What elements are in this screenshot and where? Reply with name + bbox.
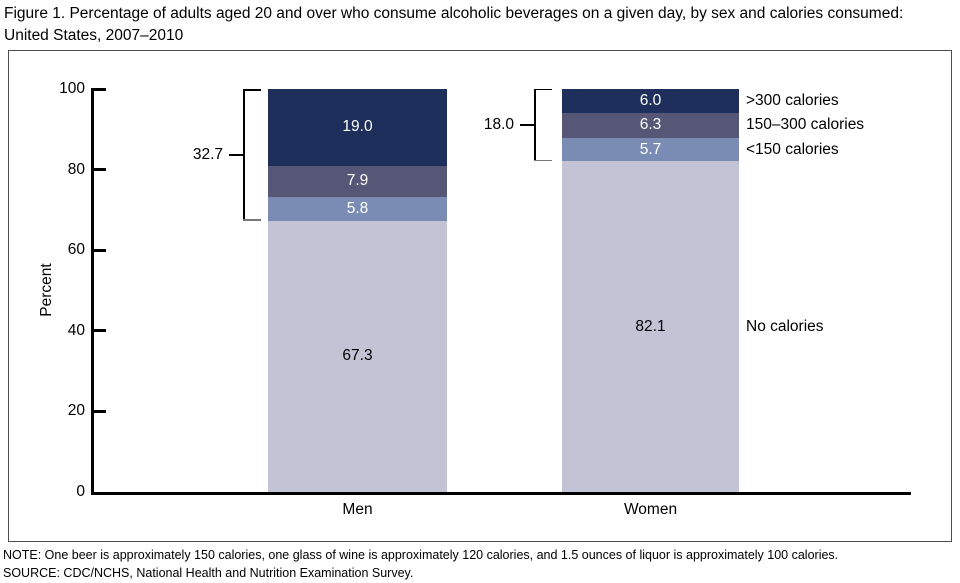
segment-value-label: 6.0	[639, 91, 662, 109]
segment-value-label: 6.3	[639, 116, 662, 134]
bracket-top-arm	[243, 89, 261, 91]
series-annotation-label: No calories	[746, 317, 824, 335]
bracket-bottom-arm	[243, 219, 261, 221]
bar-segment-men-no-calories	[268, 220, 447, 492]
segment-value-label: 67.3	[342, 347, 373, 365]
y-axis-tick-label: 60	[67, 241, 85, 259]
bar-segment-men--300-calories	[268, 89, 447, 166]
y-axis-tick	[91, 168, 106, 172]
bracket-total-label: 32.7	[192, 145, 223, 163]
bracket-total-label: 18.0	[483, 115, 514, 133]
segment-value-label: 19.0	[342, 118, 373, 136]
source-text: SOURCE: CDC/NCHS, National Health and Nu…	[3, 566, 414, 580]
bracket-vertical-line	[534, 88, 536, 162]
x-axis-category-label: Men	[342, 501, 373, 518]
x-axis-line	[91, 492, 911, 495]
bracket-vertical-line	[243, 89, 245, 221]
bracket-top-arm	[534, 88, 552, 91]
chart-frame: Percent 0 20 40 60 80 100 67.3 5.8 7.9 19.0 Men 82.…	[8, 50, 952, 542]
bar-segment-women-no-calories	[562, 161, 739, 492]
figure-title: Figure 1. Percentage of adults aged 20 a…	[4, 5, 904, 44]
bar-segment-women--300-calories	[562, 88, 739, 113]
bracket-leader-dash	[229, 154, 243, 156]
x-axis-category-label: Women	[623, 501, 678, 518]
y-axis-tick	[91, 248, 106, 252]
y-axis-tick-label: 40	[67, 321, 85, 339]
y-axis-tick	[91, 409, 106, 413]
segment-value-label: 7.9	[346, 172, 369, 190]
series-annotation-label: <150 calories	[746, 140, 839, 158]
y-axis-tick	[91, 87, 106, 91]
y-axis-tick	[91, 329, 106, 333]
plot-area: 0 20 40 60 80 100 67.3 5.8 7.9 19.0 Men 82.1 5.7 6.3 6…	[9, 51, 951, 541]
bar-segment-men--150-calories	[268, 197, 447, 221]
segment-value-label: 82.1	[635, 317, 666, 335]
series-annotation-label: 150–300 calories	[746, 116, 865, 134]
bar-segment-women--150-calories	[562, 138, 739, 162]
bar-segment-men-150-300-calories	[268, 165, 447, 198]
y-axis-tick-label: 0	[76, 483, 85, 500]
series-annotation-label: >300 calories	[746, 91, 839, 109]
segment-value-label: 5.8	[346, 200, 369, 218]
segment-value-label: 5.7	[639, 140, 662, 158]
bracket-bottom-arm	[534, 159, 552, 162]
bracket-leader-dash	[520, 124, 534, 126]
y-axis-tick-label: 100	[59, 80, 85, 97]
y-axis-tick-label: 20	[67, 402, 85, 420]
note-text: NOTE: One beer is approximately 150 calo…	[3, 548, 839, 562]
bar-segment-women-150-300-calories	[562, 112, 739, 139]
y-axis-line	[91, 89, 94, 495]
y-axis-tick-label: 80	[67, 160, 85, 178]
